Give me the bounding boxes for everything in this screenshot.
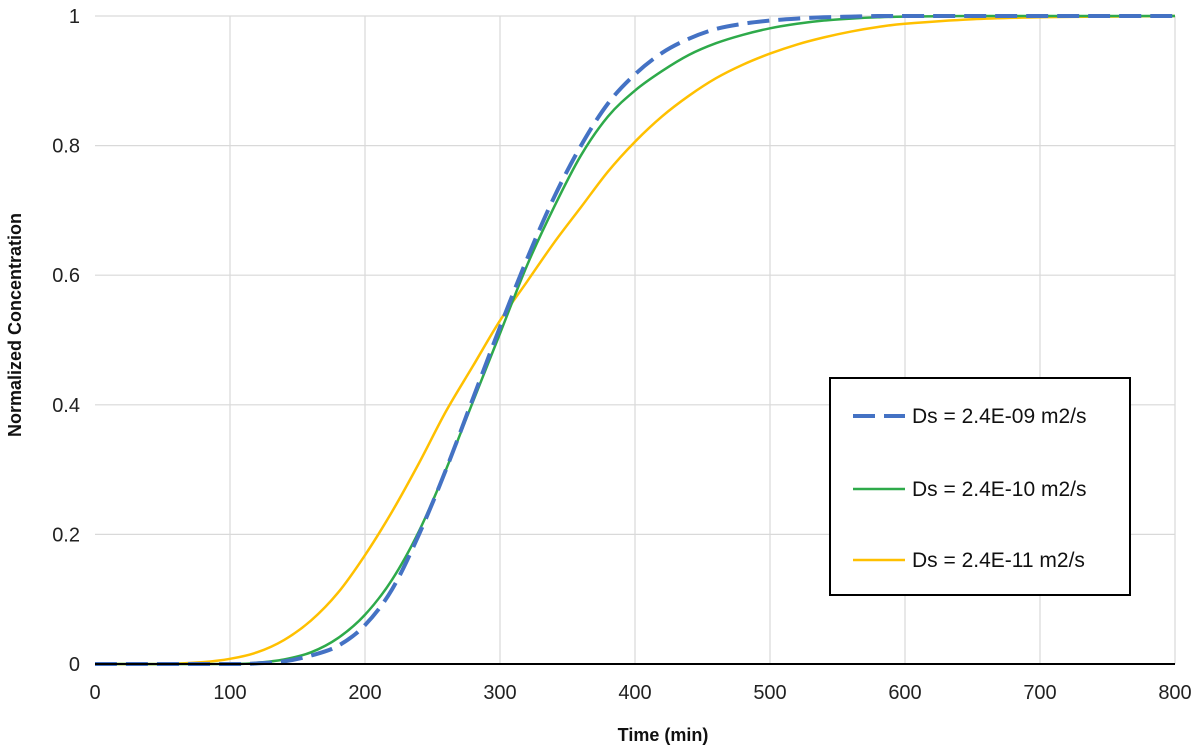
x-tick-label-400: 400 bbox=[618, 682, 651, 704]
series-line-1 bbox=[94, 13, 1175, 667]
legend-label-2: Ds = 2.4E-10 m2/s bbox=[912, 478, 1087, 501]
x-tick-label-800: 800 bbox=[1158, 682, 1191, 704]
y-tick-label-0.4: 0.4 bbox=[52, 395, 80, 417]
x-tick-label-700: 700 bbox=[1023, 682, 1056, 704]
y-tick-label-0.6: 0.6 bbox=[52, 265, 80, 287]
legend-label-1: Ds = 2.4E-09 m2/s bbox=[912, 405, 1087, 428]
tick-labels: 0 100 200 300 400 500 600 700 800 0 0.2 0.4 0.6 0.8 1 bbox=[52, 6, 1192, 704]
x-tick-label-0: 0 bbox=[89, 682, 100, 704]
series-layer bbox=[94, 13, 1176, 667]
x-axis-title: Time (min) bbox=[618, 725, 709, 745]
series-line-3 bbox=[94, 14, 1176, 666]
y-tick-label-0.2: 0.2 bbox=[52, 524, 80, 546]
y-tick-label-0: 0 bbox=[69, 654, 80, 676]
x-tick-label-600: 600 bbox=[888, 682, 921, 704]
legend: Ds = 2.4E-09 m2/s Ds = 2.4E-10 m2/s Ds =… bbox=[829, 377, 1131, 596]
x-tick-label-200: 200 bbox=[348, 682, 381, 704]
y-tick-label-0.8: 0.8 bbox=[52, 136, 80, 158]
x-tick-label-500: 500 bbox=[753, 682, 786, 704]
y-axis-title: Normalized Concentration bbox=[5, 213, 25, 437]
y-tick-label-1: 1 bbox=[69, 6, 80, 28]
x-tick-label-100: 100 bbox=[213, 682, 246, 704]
legend-label-3: Ds = 2.4E-11 m2/s bbox=[912, 549, 1085, 572]
x-tick-label-300: 300 bbox=[483, 682, 516, 704]
